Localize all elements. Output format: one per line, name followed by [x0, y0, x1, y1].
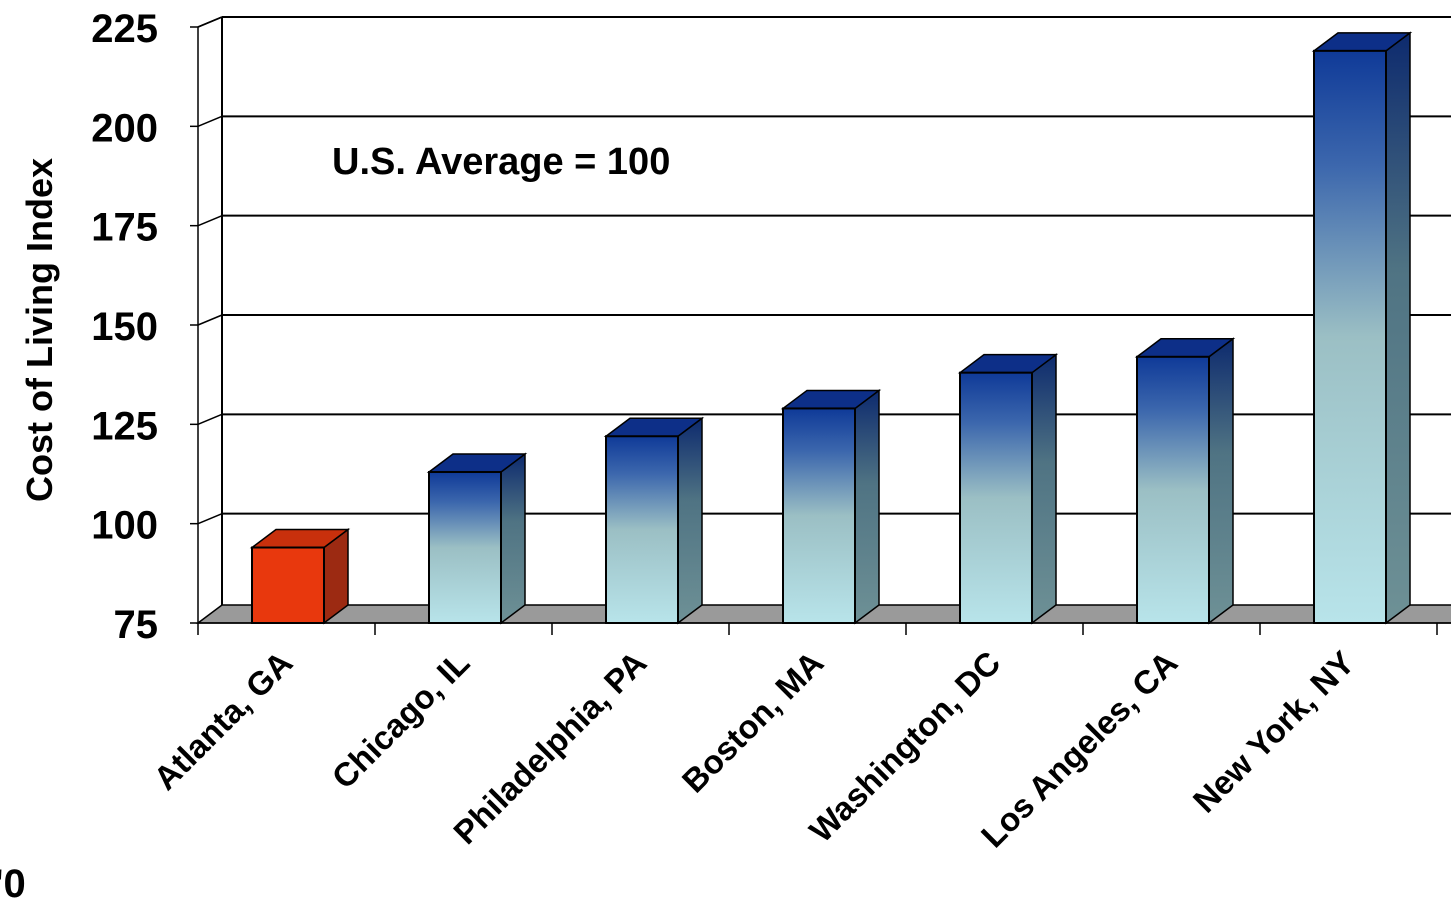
bar: [249, 528, 351, 625]
bar-side: [500, 452, 526, 625]
bar-front: [251, 546, 325, 624]
bar-side: [1031, 353, 1057, 625]
x-tick-label: Boston, MA: [675, 644, 831, 800]
gridline-side: [197, 413, 223, 426]
gridlines: [197, 16, 1451, 525]
annotation-us-average: U.S. Average = 100: [332, 141, 670, 183]
y-tick-label: 125: [91, 404, 158, 448]
gridline-side: [197, 115, 223, 128]
top-wall-edge: [197, 16, 223, 28]
bar: [780, 388, 882, 625]
bar-side: [677, 416, 703, 625]
bar: [1311, 31, 1413, 625]
bar-side: [854, 388, 880, 625]
bar: [426, 452, 528, 625]
y-tick-labels: 75 100 125 150 175 200 225: [91, 7, 158, 647]
bar: [603, 416, 705, 625]
bar: [957, 353, 1059, 625]
bar-front: [428, 471, 502, 624]
x-tick-label: Los Angeles, CA: [974, 644, 1185, 855]
x-tick-label: New York, NY: [1186, 644, 1362, 820]
y-tick-label: 75: [114, 603, 159, 647]
bars: [249, 31, 1413, 625]
bar: [1134, 337, 1236, 625]
y-tick-label: 225: [91, 7, 158, 51]
y-tick-label: 150: [91, 305, 158, 349]
bar-front: [1313, 49, 1387, 624]
y-axis-label: Cost of Living Index: [19, 158, 60, 502]
x-tick-label: Washington, DC: [802, 644, 1007, 849]
bar-side: [1385, 31, 1411, 625]
bar-side: [1208, 337, 1234, 625]
y-tick-label: 100: [91, 504, 158, 548]
gridline-side: [197, 214, 223, 227]
y-tick-label: 175: [91, 206, 158, 250]
x-tick-label: Philadelphia, PA: [446, 644, 653, 851]
y-tick-label: 200: [91, 106, 158, 150]
x-tick-label: Atlanta, GA: [146, 644, 299, 797]
x-tick-label: Chicago, IL: [325, 644, 477, 796]
gridline-side: [197, 314, 223, 326]
bar-front: [1136, 355, 1210, 624]
edge-text-fragment: '0: [0, 862, 26, 906]
bar-front: [959, 371, 1033, 624]
gridline-side: [197, 512, 223, 525]
bar-front: [605, 435, 679, 624]
bar-front: [782, 407, 856, 624]
